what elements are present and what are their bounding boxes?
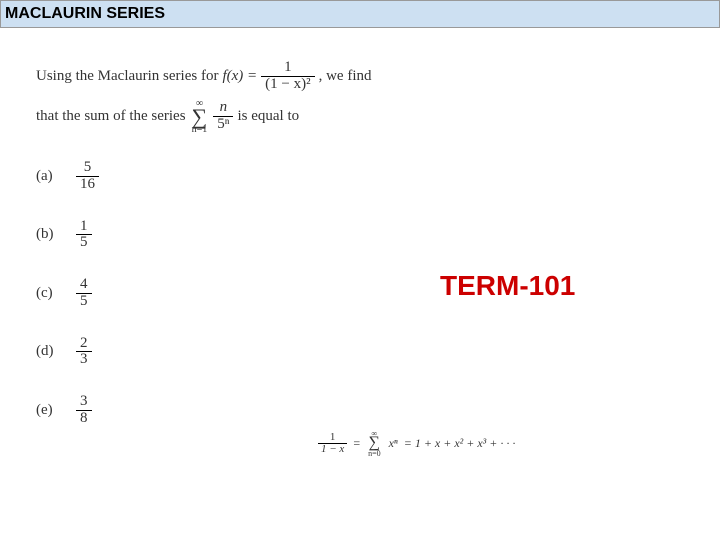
opt-frac: 2 3 [76,336,92,369]
option-b: (b) 1 5 [36,219,684,252]
opt-label: (a) [36,168,62,185]
term-label: TERM-101 [440,270,575,302]
title-bar: MACLAURIN SERIES [0,0,720,28]
q1-suffix: , we find [319,68,372,85]
question-line-2: that the sum of the series ∞ ∑ n=1 n 5ⁿ … [36,99,684,135]
opt-label: (c) [36,285,62,302]
option-a: (a) 5 16 [36,160,684,193]
hint-sum-term: xⁿ [389,436,398,451]
opt-den: 5 [76,294,92,310]
question-line-1: Using the Maclaurin series for f(x) = 1 … [36,60,684,93]
hint-lhs-den: 1 − x [318,444,347,456]
hint-lhs-frac: 1 1 − x [318,432,347,456]
opt-label: (e) [36,402,62,419]
option-d: (d) 2 3 [36,336,684,369]
q2-prefix: that the sum of the series [36,108,186,125]
hint-sum-lower: n=0 [368,450,381,457]
option-c: (c) 4 5 [36,277,684,310]
q2-suffix: is equal to [237,108,299,125]
option-e: (e) 3 8 [36,394,684,427]
opt-num: 2 [76,336,92,352]
opt-frac: 1 5 [76,219,92,252]
term-num: n [216,100,232,116]
hint-eq1: = [353,436,360,451]
opt-num: 3 [76,394,92,410]
main-fraction: 1 (1 − x)² [261,60,314,93]
sigma-icon: ∑ [192,108,208,126]
opt-frac: 5 16 [76,160,99,193]
main-frac-den: (1 − x)² [261,77,314,93]
opt-num: 5 [80,160,96,176]
opt-frac: 4 5 [76,277,92,310]
fx-label: f(x) = [222,68,257,85]
hint-sum: ∞ ∑ n=0 [368,430,381,457]
opt-den: 8 [76,411,92,427]
term-den: 5ⁿ [213,117,233,133]
opt-label: (d) [36,343,62,360]
opt-num: 1 [76,219,92,235]
hint-rhs: = 1 + x + x² + x³ + · · · [404,436,516,451]
series-term: n 5ⁿ [213,100,233,133]
opt-num: 4 [76,277,92,293]
hint-lhs-num: 1 [327,432,339,444]
opt-label: (b) [36,226,62,243]
main-frac-num: 1 [280,60,296,76]
q1-prefix: Using the Maclaurin series for [36,68,218,85]
hint-formula: 1 1 − x = ∞ ∑ n=0 xⁿ = 1 + x + x² + x³ +… [318,430,515,457]
opt-den: 16 [76,177,99,193]
sum-lower: n=1 [192,125,208,134]
opt-frac: 3 8 [76,394,92,427]
page-title: MACLAURIN SERIES [5,5,165,23]
opt-den: 5 [76,235,92,251]
content-area: Using the Maclaurin series for f(x) = 1 … [0,28,720,427]
opt-den: 3 [76,352,92,368]
options-list: (a) 5 16 (b) 1 5 (c) 4 5 (d) [36,160,684,427]
series-sum: ∞ ∑ n=1 [192,99,208,135]
